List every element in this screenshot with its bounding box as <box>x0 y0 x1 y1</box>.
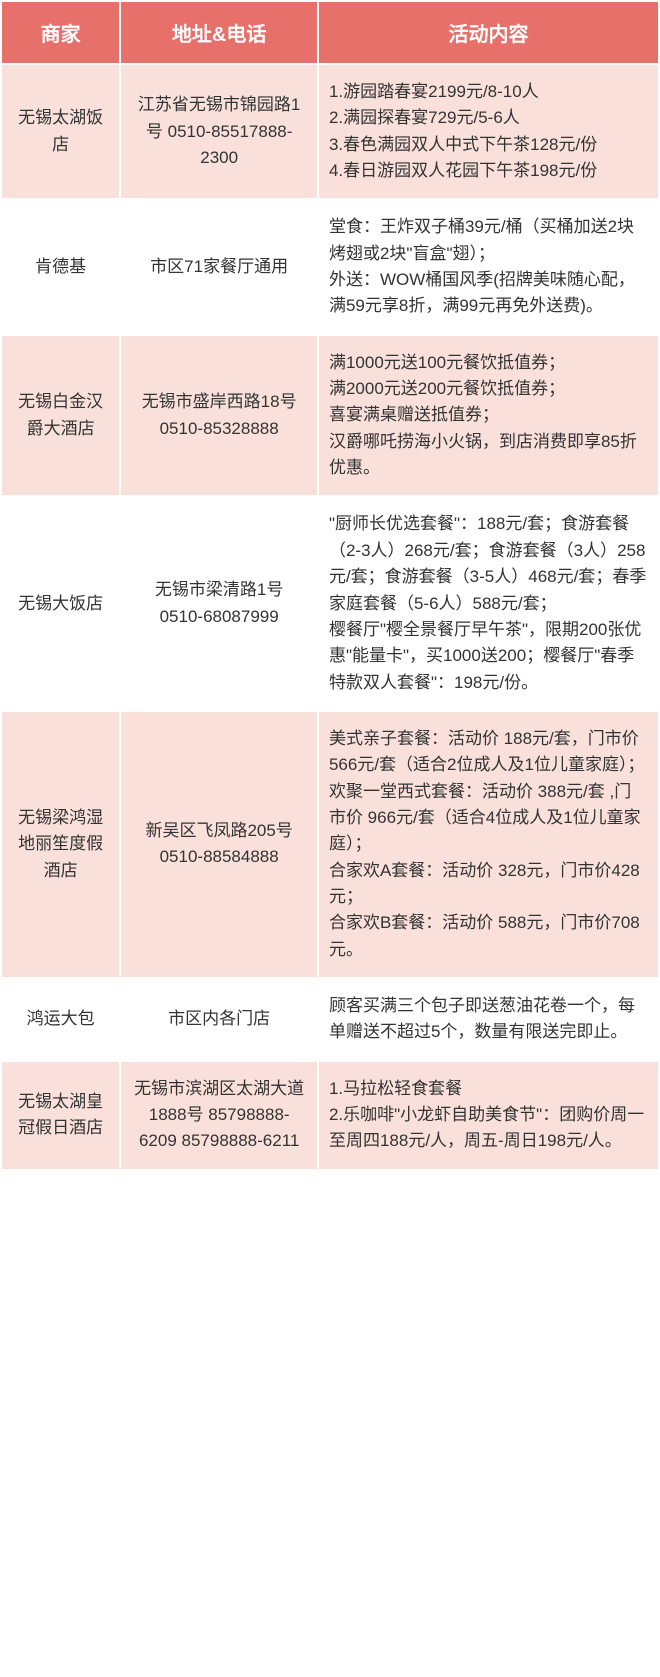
table-row: 无锡大饭店无锡市梁清路1号 0510-68087999"厨师长优选套餐"：188… <box>2 497 658 709</box>
cell-merchant: 无锡太湖皇冠假日酒店 <box>2 1062 119 1169</box>
header-content: 活动内容 <box>319 2 658 63</box>
cell-address: 新吴区飞凤路205号 0510-88584888 <box>121 712 317 977</box>
cell-merchant: 鸿运大包 <box>2 979 119 1060</box>
header-address: 地址&电话 <box>121 2 317 63</box>
cell-address: 市区内各门店 <box>121 979 317 1060</box>
cell-content: 堂食：王炸双子桶39元/桶（买桶加送2块烤翅或2块"盲盒"翅）； 外送：WOW桶… <box>319 200 658 333</box>
table-row: 无锡太湖饭店江苏省无锡市锦园路1号 0510-85517888-23001.游园… <box>2 65 658 198</box>
cell-merchant: 无锡白金汉爵大酒店 <box>2 336 119 496</box>
cell-content: 美式亲子套餐：活动价 188元/套，门市价 566元/套（适合2位成人及1位儿童… <box>319 712 658 977</box>
cell-address: 无锡市滨湖区太湖大道1888号 85798888-6209 85798888-6… <box>121 1062 317 1169</box>
table-row: 肯德基市区71家餐厅通用堂食：王炸双子桶39元/桶（买桶加送2块烤翅或2块"盲盒… <box>2 200 658 333</box>
promo-table: 商家 地址&电话 活动内容 无锡太湖饭店江苏省无锡市锦园路1号 0510-855… <box>0 0 660 1171</box>
cell-merchant: 无锡太湖饭店 <box>2 65 119 198</box>
cell-content: 1.游园踏春宴2199元/8-10人 2.满园探春宴729元/5-6人 3.春色… <box>319 65 658 198</box>
cell-address: 无锡市盛岸西路18号 0510-85328888 <box>121 336 317 496</box>
table-header-row: 商家 地址&电话 活动内容 <box>2 2 658 63</box>
table-row: 无锡白金汉爵大酒店无锡市盛岸西路18号 0510-85328888满1000元送… <box>2 336 658 496</box>
cell-content: 满1000元送100元餐饮抵值券； 满2000元送200元餐饮抵值券； 喜宴满桌… <box>319 336 658 496</box>
table-row: 无锡梁鸿湿地丽笙度假酒店新吴区飞凤路205号 0510-88584888美式亲子… <box>2 712 658 977</box>
header-merchant: 商家 <box>2 2 119 63</box>
cell-content: 顾客买满三个包子即送葱油花卷一个，每单赠送不超过5个，数量有限送完即止。 <box>319 979 658 1060</box>
cell-merchant: 无锡梁鸿湿地丽笙度假酒店 <box>2 712 119 977</box>
cell-merchant: 无锡大饭店 <box>2 497 119 709</box>
cell-merchant: 肯德基 <box>2 200 119 333</box>
table-row: 无锡太湖皇冠假日酒店无锡市滨湖区太湖大道1888号 85798888-6209 … <box>2 1062 658 1169</box>
table-row: 鸿运大包市区内各门店顾客买满三个包子即送葱油花卷一个，每单赠送不超过5个，数量有… <box>2 979 658 1060</box>
cell-content: "厨师长优选套餐"：188元/套；食游套餐（2-3人）268元/套；食游套餐（3… <box>319 497 658 709</box>
cell-address: 市区71家餐厅通用 <box>121 200 317 333</box>
cell-content: 1.马拉松轻食套餐 2.乐咖啡"小龙虾自助美食节"：团购价周一至周四188元/人… <box>319 1062 658 1169</box>
cell-address: 无锡市梁清路1号 0510-68087999 <box>121 497 317 709</box>
cell-address: 江苏省无锡市锦园路1号 0510-85517888-2300 <box>121 65 317 198</box>
